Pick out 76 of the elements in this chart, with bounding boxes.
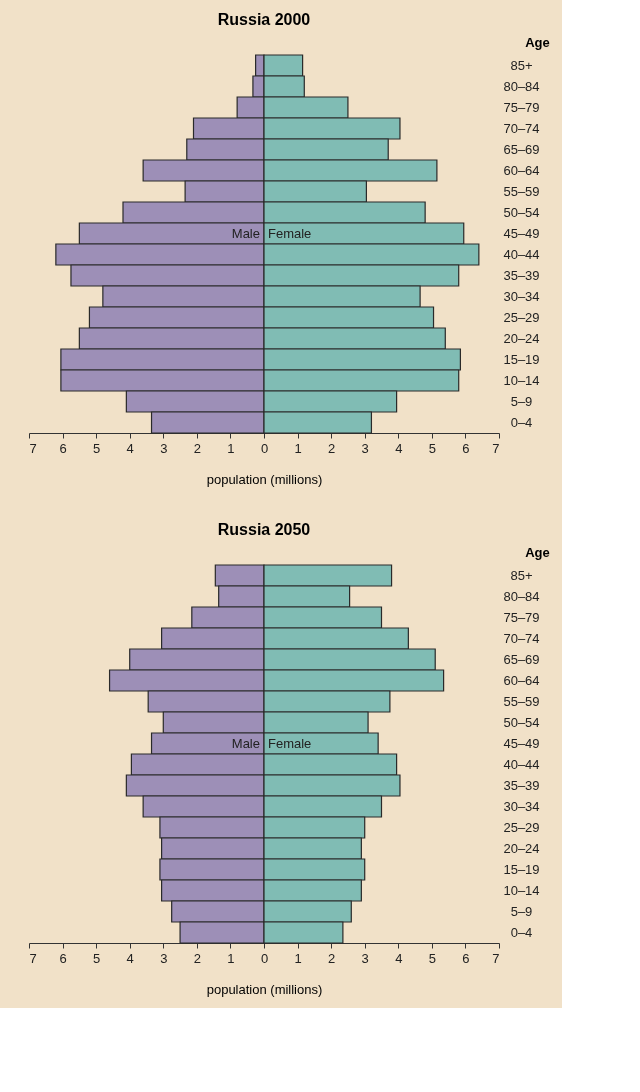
x-tick-label: 6 bbox=[462, 950, 470, 966]
series-label: Female bbox=[268, 225, 312, 241]
y-tick-label: 35–39 bbox=[503, 267, 540, 283]
y-tick-label: 0–4 bbox=[510, 924, 533, 940]
y-tick-label: 75–79 bbox=[503, 99, 540, 115]
x-tick-label: 5 bbox=[93, 440, 101, 456]
x-tick-label: 0 bbox=[260, 950, 269, 966]
y-tick-label: 55–59 bbox=[503, 693, 540, 709]
x-tick-label: 3 bbox=[361, 440, 369, 456]
y-tick-label: 50–54 bbox=[503, 714, 540, 730]
x-tick-label: 5 bbox=[93, 950, 101, 966]
y-tick-label: 5–9 bbox=[510, 903, 533, 919]
x-tick-label: 3 bbox=[361, 950, 369, 966]
series-label: Female bbox=[268, 735, 312, 751]
y-tick-label: 80–84 bbox=[503, 588, 540, 604]
y-tick-label: 45–49 bbox=[503, 225, 540, 241]
series-label: Male bbox=[231, 225, 260, 241]
chart-title: Russia 2000 bbox=[217, 11, 311, 28]
x-axis-title: population (millions) bbox=[206, 981, 323, 997]
x-tick-label: 2 bbox=[193, 440, 201, 456]
y-tick-label: 25–29 bbox=[503, 819, 540, 835]
y-tick-label: 10–14 bbox=[503, 882, 540, 898]
y-tick-label: 80–84 bbox=[503, 78, 540, 94]
x-tick-label: 5 bbox=[428, 440, 436, 456]
y-tick-label: 70–74 bbox=[503, 630, 540, 646]
x-tick-label: 4 bbox=[126, 950, 134, 966]
y-tick-label: 85+ bbox=[510, 57, 533, 73]
x-tick-label: 1 bbox=[227, 440, 235, 456]
x-tick-label: 7 bbox=[29, 950, 37, 966]
x-tick-label: 6 bbox=[462, 440, 470, 456]
y-tick-label: 30–34 bbox=[503, 288, 540, 304]
x-tick-label: 4 bbox=[395, 440, 403, 456]
y-tick-label: 15–19 bbox=[503, 861, 540, 877]
y-tick-label: 20–24 bbox=[503, 840, 540, 856]
series-label: Male bbox=[231, 735, 260, 751]
x-tick-label: 7 bbox=[29, 440, 37, 456]
y-tick-label: 85+ bbox=[510, 567, 533, 583]
y-tick-label: 20–24 bbox=[503, 330, 540, 346]
y-tick-label: 25–29 bbox=[503, 309, 540, 325]
y-tick-label: 5–9 bbox=[510, 393, 533, 409]
x-tick-label: 4 bbox=[395, 950, 403, 966]
x-axis-title: population (millions) bbox=[206, 471, 323, 487]
y-tick-label: 75–79 bbox=[503, 609, 540, 625]
y-tick-label: 35–39 bbox=[503, 777, 540, 793]
x-tick-label: 6 bbox=[59, 440, 67, 456]
x-tick-label: 2 bbox=[193, 950, 201, 966]
x-tick-label: 1 bbox=[227, 950, 235, 966]
x-tick-label: 2 bbox=[328, 950, 336, 966]
y-tick-label: 0–4 bbox=[510, 414, 533, 430]
x-tick-label: 4 bbox=[126, 440, 134, 456]
y-tick-label: 30–34 bbox=[503, 798, 540, 814]
x-tick-label: 5 bbox=[428, 950, 436, 966]
y-tick-label: 10–14 bbox=[503, 372, 540, 388]
y-tick-label: 45–49 bbox=[503, 735, 540, 751]
x-tick-label: 1 bbox=[294, 440, 302, 456]
x-tick-label: 6 bbox=[59, 950, 67, 966]
y-tick-label: 40–44 bbox=[503, 246, 540, 262]
y-axis-title: Age bbox=[525, 544, 550, 560]
x-tick-label: 7 bbox=[492, 440, 500, 456]
y-tick-label: 65–69 bbox=[503, 651, 540, 667]
y-tick-label: 50–54 bbox=[503, 204, 540, 220]
x-tick-label: 3 bbox=[160, 950, 168, 966]
y-tick-label: 60–64 bbox=[503, 162, 540, 178]
x-tick-label: 1 bbox=[294, 950, 302, 966]
y-tick-label: 60–64 bbox=[503, 672, 540, 688]
x-tick-label: 0 bbox=[260, 440, 269, 456]
y-tick-label: 15–19 bbox=[503, 351, 540, 367]
chart-title: Russia 2050 bbox=[217, 521, 311, 538]
x-tick-label: 7 bbox=[492, 950, 500, 966]
y-tick-label: 55–59 bbox=[503, 183, 540, 199]
x-tick-label: 2 bbox=[328, 440, 336, 456]
y-tick-label: 70–74 bbox=[503, 120, 540, 136]
y-axis-title: Age bbox=[525, 34, 550, 50]
x-tick-label: 3 bbox=[160, 440, 168, 456]
y-tick-label: 65–69 bbox=[503, 141, 540, 157]
y-tick-label: 40–44 bbox=[503, 756, 540, 772]
